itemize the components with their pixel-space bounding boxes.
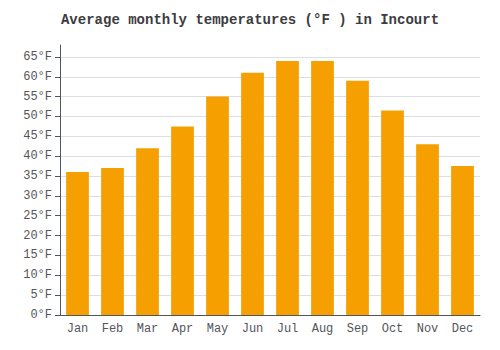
svg-text:Aug: Aug [312, 322, 334, 336]
svg-text:30°F: 30°F [23, 189, 52, 203]
svg-text:45°F: 45°F [23, 129, 52, 143]
svg-text:25°F: 25°F [23, 209, 52, 223]
svg-text:50°F: 50°F [23, 109, 52, 123]
svg-text:40°F: 40°F [23, 149, 52, 163]
svg-text:Oct: Oct [382, 322, 404, 336]
svg-text:15°F: 15°F [23, 248, 52, 262]
svg-text:35°F: 35°F [23, 169, 52, 183]
svg-text:10°F: 10°F [23, 268, 52, 282]
svg-text:0°F: 0°F [30, 308, 52, 322]
svg-text:May: May [207, 322, 229, 336]
svg-text:Feb: Feb [102, 322, 124, 336]
svg-text:Average monthly temperatures (: Average monthly temperatures (°F ) in In… [61, 12, 439, 28]
svg-text:Jul: Jul [277, 322, 299, 336]
svg-text:Nov: Nov [417, 322, 439, 336]
svg-text:Sep: Sep [347, 322, 369, 336]
svg-text:Jan: Jan [67, 322, 89, 336]
svg-text:60°F: 60°F [23, 70, 52, 84]
svg-text:65°F: 65°F [23, 50, 52, 64]
svg-text:Mar: Mar [137, 322, 159, 336]
svg-text:20°F: 20°F [23, 229, 52, 243]
svg-text:Apr: Apr [172, 322, 194, 336]
svg-text:5°F: 5°F [30, 288, 52, 302]
svg-text:55°F: 55°F [23, 90, 52, 104]
svg-text:Dec: Dec [452, 322, 474, 336]
svg-text:Jun: Jun [242, 322, 264, 336]
